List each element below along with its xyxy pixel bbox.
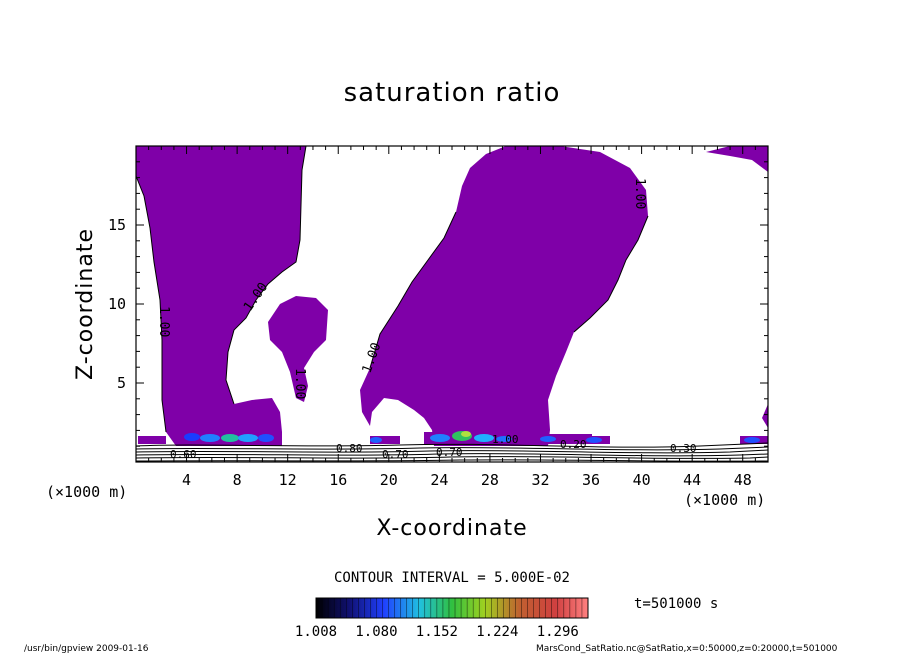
y-tick-label: 15 — [108, 216, 126, 234]
x-tick-label: 36 — [582, 471, 600, 489]
x-tick-label: 16 — [329, 471, 347, 489]
colorbar-tick-label: 1.224 — [476, 624, 518, 640]
x-axis-title: X-coordinate — [376, 516, 527, 541]
colorbar — [315, 597, 589, 619]
contour-label: 0.70 — [436, 446, 463, 459]
surface-contour-lines — [135, 145, 769, 462]
supersaturated-region-right — [706, 146, 768, 172]
contour-label: 1.00 — [492, 433, 519, 446]
x-unit-left: (×1000 m) — [46, 483, 127, 501]
x-tick-label: 44 — [683, 471, 701, 489]
x-axis: 4 8 12 16 20 24 28 32 36 40 44 48 — [148, 146, 756, 489]
contour-label: 1.00 — [632, 178, 647, 209]
x-tick-label: 48 — [734, 471, 752, 489]
contour-interval: CONTOUR INTERVAL = 5.000E-02 — [334, 570, 570, 586]
time-label: t=501000 s — [634, 596, 718, 612]
x-unit-right: (×1000 m) — [684, 491, 765, 509]
y-tick-label: 5 — [117, 374, 126, 392]
low-level-band — [138, 431, 768, 444]
contour-label: 0.20 — [560, 438, 587, 451]
contour-label: 0.70 — [382, 448, 409, 461]
colorbar-tick-label: 1.080 — [355, 624, 397, 640]
colorbar-ticks: 1.008 1.080 1.152 1.224 1.296 — [295, 598, 583, 640]
x-tick-label: 4 — [182, 471, 191, 489]
supersaturated-region-right-edge — [762, 404, 768, 428]
footer-left: /usr/bin/gpview 2009-01-16 — [24, 644, 149, 654]
plot-area — [135, 145, 769, 462]
x-tick-label: 28 — [481, 471, 499, 489]
x-tick-label: 12 — [279, 471, 297, 489]
colorbar-tick-label: 1.008 — [295, 624, 337, 640]
x-tick-label: 40 — [633, 471, 651, 489]
x-tick-label: 20 — [380, 471, 398, 489]
contour-label: 0.60 — [170, 448, 197, 461]
supersaturated-region-left — [136, 146, 306, 446]
chart-title: saturation ratio — [344, 78, 561, 108]
supersaturated-region-center — [360, 146, 648, 446]
colorbar-tick-label: 1.296 — [537, 624, 579, 640]
contour-label: 1.00 — [156, 306, 171, 337]
contour-label: 0.30 — [670, 442, 697, 455]
y-tick-label: 10 — [108, 295, 126, 313]
y-axis: 5 10 15 — [108, 161, 768, 447]
contour-label: 0.80 — [336, 442, 363, 455]
x-tick-label: 8 — [233, 471, 242, 489]
supersaturated-region-center-left — [268, 296, 328, 402]
colorbar-tick-label: 1.152 — [416, 624, 458, 640]
contour-label: 1.00 — [292, 368, 307, 399]
y-axis-title: Z-coordinate — [73, 228, 98, 380]
x-tick-label: 32 — [531, 471, 549, 489]
x-tick-label: 24 — [430, 471, 448, 489]
footer-right: MarsCond_SatRatio.nc@SatRatio,x=0:50000,… — [536, 644, 838, 654]
